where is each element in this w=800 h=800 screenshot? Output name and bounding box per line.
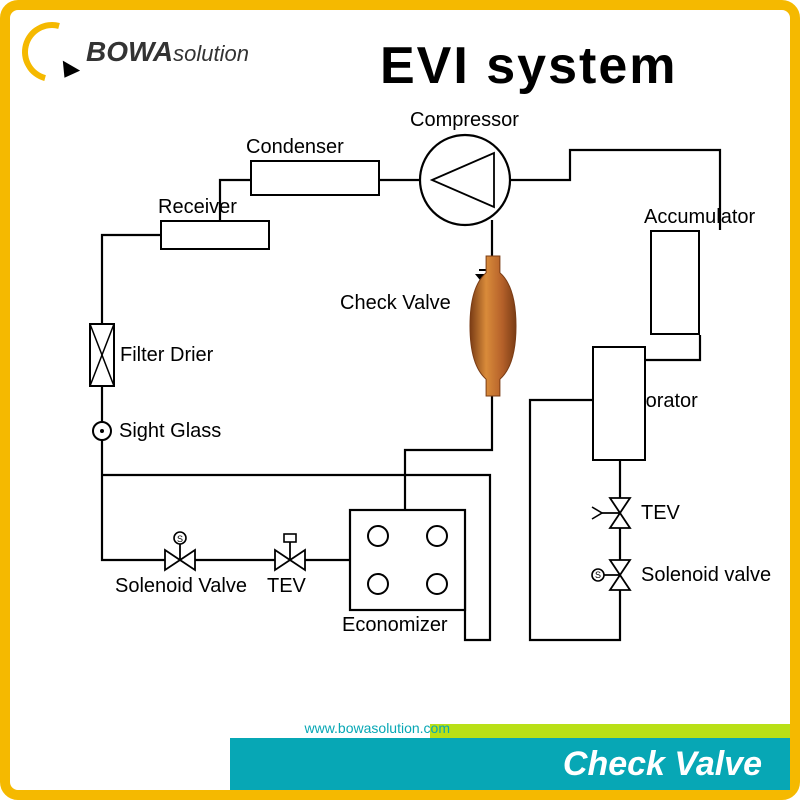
footer-bar-accent bbox=[430, 724, 790, 738]
condenser bbox=[250, 160, 380, 196]
accumulator-label: Accumulator bbox=[644, 206, 755, 229]
svg-text:S: S bbox=[595, 570, 601, 580]
receiver bbox=[160, 220, 270, 250]
brand-name: BOWAsolution bbox=[86, 36, 249, 68]
condenser-label: Condenser bbox=[246, 136, 344, 159]
svg-text:S: S bbox=[177, 534, 183, 544]
solenoid2-label: Solenoid valve bbox=[641, 564, 771, 587]
receiver-label: Receiver bbox=[158, 196, 237, 219]
compressor-label: Compressor bbox=[410, 109, 519, 132]
tev2-label: TEV bbox=[641, 502, 680, 525]
footer: www.bowasolution.com Check Valve bbox=[10, 722, 790, 790]
accumulator bbox=[650, 230, 700, 335]
sight_glass-label: Sight Glass bbox=[119, 420, 221, 443]
evi-diagram: S S Compressor Condenser Receiver Filter Dri… bbox=[50, 110, 750, 690]
evaporator bbox=[592, 346, 646, 461]
brand-suffix: solution bbox=[173, 41, 249, 66]
brand-main: BOWA bbox=[86, 36, 173, 67]
logo-swoosh-icon bbox=[11, 11, 93, 93]
solenoid1-label: Solenoid Valve bbox=[115, 575, 247, 598]
tev1-label: TEV bbox=[267, 575, 306, 598]
diagram-title: EVI system bbox=[380, 36, 678, 96]
check_valve-label: Check Valve bbox=[340, 292, 451, 315]
brand-logo: BOWAsolution bbox=[22, 22, 249, 82]
economizer-label: Economizer bbox=[342, 614, 448, 637]
footer-label: Check Valve bbox=[563, 745, 762, 784]
footer-url: www.bowasolution.com bbox=[304, 720, 450, 736]
filter_drier-label: Filter Drier bbox=[120, 344, 213, 367]
